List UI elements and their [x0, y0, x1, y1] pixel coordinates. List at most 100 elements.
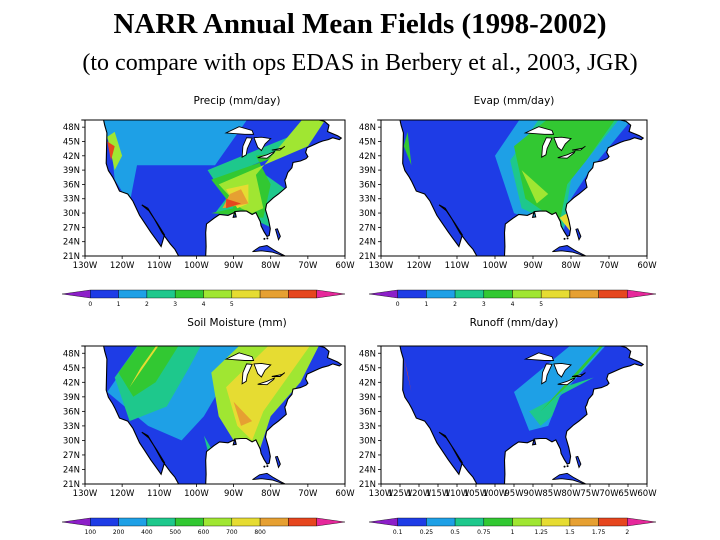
- colorbar-label: 0: [396, 301, 400, 308]
- colorbar-label: 0.5: [450, 529, 460, 536]
- x-tick-label: 100W: [184, 489, 209, 499]
- colorbar-swatch: [316, 517, 346, 527]
- x-tick-label: 75W: [580, 489, 600, 499]
- x-tick-label: 110W: [445, 261, 470, 271]
- x-tick-label: 130W: [369, 489, 394, 499]
- colorbar-swatch: [483, 289, 513, 299]
- y-tick-label: 27N: [359, 451, 376, 461]
- colorbar-swatch: [146, 517, 176, 527]
- field-contour: [226, 198, 241, 209]
- colorbar-swatch: [512, 517, 542, 527]
- colorbar-swatch: [569, 289, 599, 299]
- colorbar-swatch: [541, 289, 571, 299]
- island: [252, 472, 287, 485]
- lake: [271, 145, 286, 151]
- y-tick-label: 36N: [63, 180, 80, 190]
- y-tick-label: 36N: [63, 407, 80, 417]
- field-contour: [514, 346, 644, 431]
- lake: [541, 137, 553, 159]
- colorbar-swatch: [426, 289, 456, 299]
- colorbar-label: 2: [625, 529, 629, 536]
- colorbar-swatch: [259, 289, 289, 299]
- colorbar-swatch: [454, 517, 484, 527]
- y-tick-label: 39N: [359, 393, 376, 403]
- colorbar-label: 700: [226, 529, 238, 536]
- colorbar-label: 4: [511, 301, 515, 308]
- y-tick-label: 21N: [359, 480, 376, 490]
- y-tick-label: 36N: [359, 180, 376, 190]
- y-tick-label: 33N: [63, 422, 80, 432]
- coastline: [377, 119, 645, 257]
- y-tick-label: 24N: [63, 465, 80, 475]
- lake: [523, 126, 555, 135]
- lake: [224, 352, 255, 361]
- colorbar-label: 2: [453, 301, 457, 308]
- x-tick-label: 70W: [599, 489, 619, 499]
- x-tick-label: 60W: [335, 261, 355, 271]
- island: [266, 237, 269, 240]
- panel-title: Precip (mm/day): [194, 95, 281, 107]
- y-tick-label: 21N: [63, 252, 80, 262]
- x-tick-label: 90W: [224, 489, 244, 499]
- lake: [553, 362, 572, 378]
- x-tick-label: 90W: [523, 261, 543, 271]
- y-tick-label: 39N: [63, 166, 80, 176]
- y-tick-label: 33N: [63, 195, 80, 205]
- y-tick-label: 48N: [63, 123, 80, 133]
- x-tick-label: 90W: [224, 261, 244, 271]
- colorbar-swatch: [61, 289, 91, 299]
- island: [552, 472, 588, 485]
- island: [263, 465, 266, 468]
- colorbar-label: 1.5: [565, 529, 575, 536]
- coastline: [377, 345, 645, 485]
- panel-title: Soil Moisture (mm): [187, 317, 286, 329]
- colorbar-label: 800: [254, 529, 266, 536]
- lake: [241, 137, 253, 159]
- y-tick-label: 30N: [359, 436, 376, 446]
- field-contour: [403, 131, 412, 166]
- lake: [257, 150, 276, 159]
- y-tick-label: 42N: [63, 152, 80, 162]
- colorbar-label: 5: [539, 301, 543, 308]
- y-tick-label: 39N: [359, 166, 376, 176]
- subtitle: (to compare with ops EDAS in Berbery et …: [82, 50, 638, 76]
- colorbar: 0.1 0.25 0.5 0.75 1 1.25 1.5 1.75 2: [368, 517, 657, 536]
- y-tick-label: 45N: [63, 364, 80, 374]
- x-tick-label: 80W: [561, 261, 581, 271]
- y-tick-label: 48N: [63, 349, 80, 359]
- colorbar-swatch: [426, 517, 456, 527]
- x-tick-label: 110W: [147, 489, 172, 499]
- colorbar-swatch: [118, 289, 148, 299]
- y-tick-label: 48N: [359, 123, 376, 133]
- y-tick-label: 42N: [359, 152, 376, 162]
- colorbar-label: 0.1: [393, 529, 403, 536]
- lake: [257, 377, 276, 386]
- y-tick-label: 45N: [359, 364, 376, 374]
- x-tick-label: 110W: [147, 261, 172, 271]
- colorbar-label: 0: [88, 301, 92, 308]
- map-frame: [380, 119, 648, 257]
- x-tick-label: 70W: [298, 489, 318, 499]
- lake: [224, 126, 255, 135]
- x-tick-label: 70W: [599, 261, 619, 271]
- x-tick-label: 100W: [184, 261, 209, 271]
- lake: [557, 377, 576, 386]
- y-tick-label: 24N: [63, 238, 80, 248]
- x-tick-label: 105W: [464, 489, 489, 499]
- x-tick-label: 120W: [110, 489, 135, 499]
- x-tick-label: 80W: [261, 489, 281, 499]
- y-tick-label: 45N: [63, 137, 80, 147]
- x-tick-label: 130W: [369, 261, 394, 271]
- x-tick-label: 125W: [388, 489, 413, 499]
- island: [252, 245, 287, 257]
- lake: [253, 136, 272, 152]
- x-tick-label: 60W: [637, 261, 657, 271]
- lake: [572, 372, 586, 377]
- x-tick-label: 80W: [561, 489, 581, 499]
- colorbar-swatch: [174, 517, 204, 527]
- field-contour: [521, 170, 549, 204]
- colorbar-swatch: [90, 517, 119, 527]
- island: [563, 465, 566, 468]
- island: [566, 465, 569, 468]
